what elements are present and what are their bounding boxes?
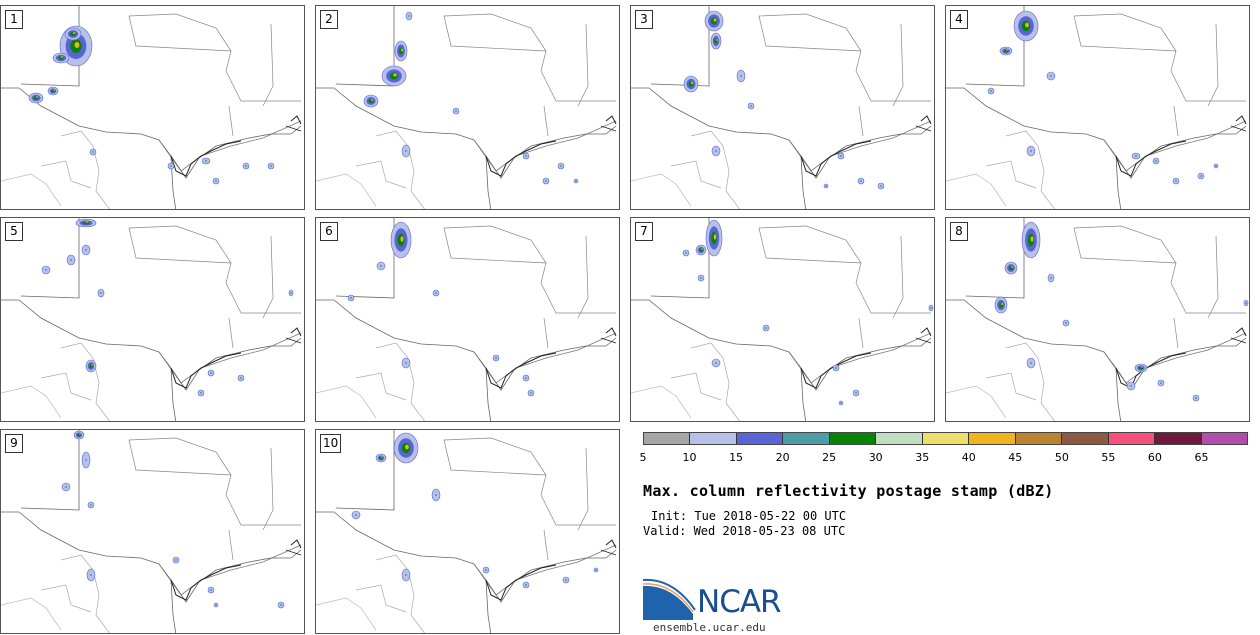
colorbar-segment bbox=[1062, 433, 1109, 444]
colorbar-tick: 20 bbox=[775, 451, 790, 464]
colorbar-segment bbox=[1155, 433, 1202, 444]
member-number-label: 3 bbox=[635, 10, 653, 29]
ensemble-member-panel: 3 bbox=[630, 5, 935, 210]
colorbar-segment bbox=[1108, 433, 1156, 444]
ensemble-member-panel: 9 bbox=[0, 429, 305, 634]
ensemble-member-panel: 7 bbox=[630, 217, 935, 422]
member-number-label: 2 bbox=[320, 10, 338, 29]
colorbar-segment bbox=[783, 433, 830, 444]
map-panel bbox=[631, 6, 932, 209]
colorbar-segment bbox=[1201, 433, 1248, 444]
member-number-label: 4 bbox=[950, 10, 968, 29]
colorbar-segment bbox=[829, 433, 877, 444]
map-panel bbox=[1, 430, 302, 633]
colorbar-tick: 55 bbox=[1101, 451, 1116, 464]
map-panel bbox=[946, 6, 1247, 209]
ncar-logo-text: NCAR bbox=[697, 584, 782, 620]
colorbar-tick: 10 bbox=[682, 451, 697, 464]
colorbar-tick: 40 bbox=[961, 451, 976, 464]
map-panel bbox=[316, 218, 617, 421]
figure-title: Max. column reflectivity postage stamp (… bbox=[643, 482, 1054, 500]
ensemble-member-panel: 10 bbox=[315, 429, 620, 634]
ensemble-member-panel: 5 bbox=[0, 217, 305, 422]
colorbar-tick: 30 bbox=[868, 451, 883, 464]
map-panel bbox=[316, 430, 617, 633]
ncar-logo-icon bbox=[643, 578, 696, 620]
valid-time: Valid: Wed 2018-05-23 08 UTC bbox=[643, 524, 846, 538]
ncar-url: ensemble.ucar.edu bbox=[653, 621, 766, 634]
member-number-label: 5 bbox=[5, 222, 23, 241]
member-number-label: 7 bbox=[635, 222, 653, 241]
member-number-label: 9 bbox=[5, 434, 23, 453]
colorbar-tick: 35 bbox=[915, 451, 930, 464]
ensemble-member-panel: 6 bbox=[315, 217, 620, 422]
member-number-label: 1 bbox=[5, 10, 23, 29]
map-panel bbox=[946, 218, 1249, 421]
reflectivity-colorbar bbox=[643, 432, 1248, 445]
ensemble-member-panel: 1 bbox=[0, 5, 305, 210]
map-panel bbox=[1, 6, 302, 209]
colorbar-segment bbox=[736, 433, 784, 444]
colorbar-tick: 15 bbox=[729, 451, 744, 464]
member-number-label: 8 bbox=[950, 222, 968, 241]
member-number-label: 6 bbox=[320, 222, 338, 241]
colorbar-tick: 50 bbox=[1054, 451, 1069, 464]
colorbar-tick: 25 bbox=[822, 451, 837, 464]
colorbar-tick: 60 bbox=[1147, 451, 1162, 464]
colorbar-segment bbox=[876, 433, 923, 444]
ensemble-member-panel: 2 bbox=[315, 5, 620, 210]
member-number-label: 10 bbox=[320, 434, 342, 453]
colorbar-tick: 65 bbox=[1194, 451, 1209, 464]
colorbar-tick: 45 bbox=[1008, 451, 1023, 464]
colorbar-segment bbox=[690, 433, 737, 444]
init-time: Init: Tue 2018-05-22 00 UTC bbox=[651, 509, 847, 523]
map-panel bbox=[631, 218, 934, 421]
map-panel bbox=[316, 6, 617, 209]
colorbar-tick: 5 bbox=[639, 451, 647, 464]
colorbar-segment bbox=[644, 433, 691, 444]
colorbar-tick-labels: 5 10 15 20 25 30 35 40 45 50 55 60 65 bbox=[639, 451, 1248, 465]
ensemble-member-panel: 8 bbox=[945, 217, 1250, 422]
ensemble-member-panel: 4 bbox=[945, 5, 1250, 210]
colorbar-segment bbox=[922, 433, 970, 444]
colorbar-segment bbox=[969, 433, 1016, 444]
map-panel bbox=[1, 218, 302, 421]
colorbar-segment bbox=[1015, 433, 1063, 444]
